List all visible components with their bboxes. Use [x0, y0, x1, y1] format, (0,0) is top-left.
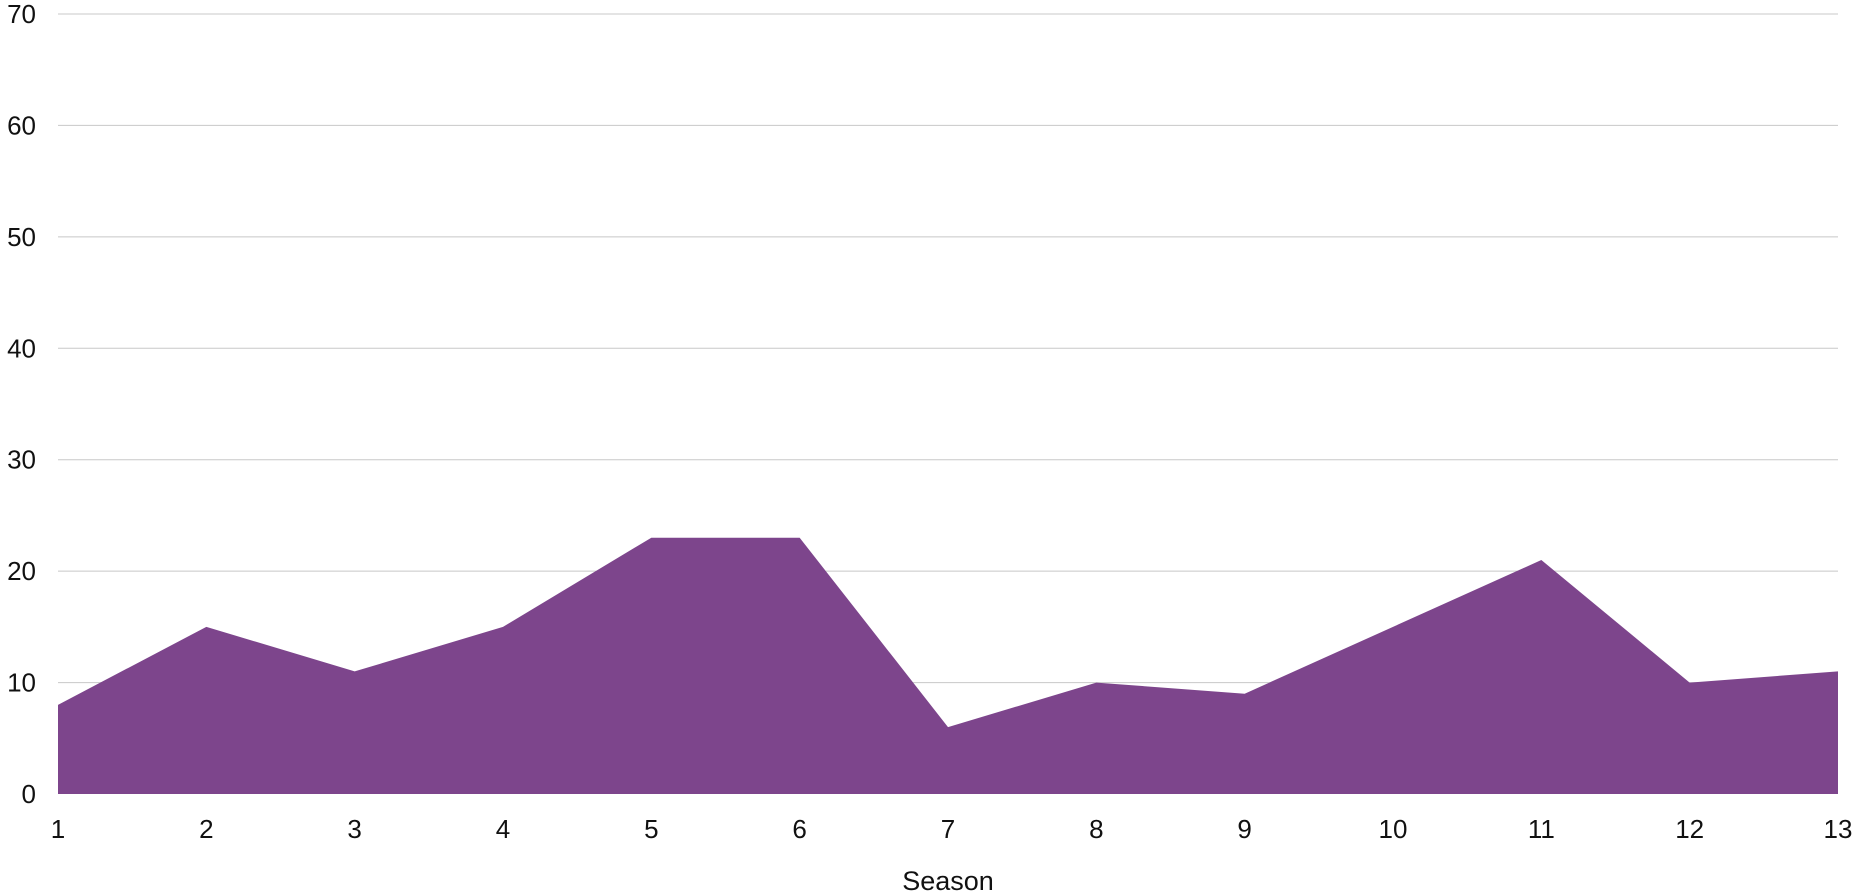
x-tick-label-1: 2 [199, 814, 213, 844]
y-tick-label-1: 10 [7, 668, 36, 698]
x-tick-label-2: 3 [347, 814, 361, 844]
area-series-0 [58, 537, 1838, 794]
area-series [58, 537, 1838, 794]
x-tick-label-9: 10 [1379, 814, 1408, 844]
x-tick-label-11: 12 [1675, 814, 1704, 844]
x-tick-label-12: 13 [1824, 814, 1853, 844]
y-axis-ticks: 0 10 20 30 40 50 60 70 [7, 0, 36, 809]
x-tick-label-7: 8 [1089, 814, 1103, 844]
y-tick-label-7: 70 [7, 0, 36, 29]
x-tick-label-5: 6 [792, 814, 806, 844]
x-axis-title: Season [902, 866, 994, 896]
x-axis-ticks: 1 2 3 4 5 6 7 8 9 10 11 12 13 [51, 814, 1853, 844]
gridlines [58, 13, 1838, 684]
x-tick-label-8: 9 [1237, 814, 1251, 844]
x-tick-label-4: 5 [644, 814, 658, 844]
y-tick-label-3: 30 [7, 445, 36, 475]
y-tick-label-5: 50 [7, 222, 36, 252]
y-tick-label-6: 60 [7, 110, 36, 140]
y-tick-label-4: 40 [7, 333, 36, 363]
x-tick-label-6: 7 [941, 814, 955, 844]
x-tick-label-10: 11 [1528, 814, 1555, 844]
y-tick-label-0: 0 [22, 779, 36, 809]
y-tick-label-2: 20 [7, 556, 36, 586]
x-tick-label-3: 4 [496, 814, 510, 844]
x-tick-label-0: 1 [51, 814, 65, 844]
